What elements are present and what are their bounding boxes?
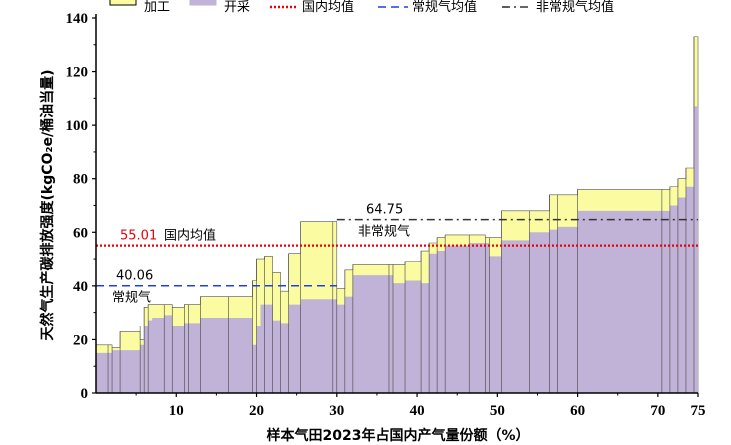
y-axis-ticks: 0 20 40 60 80 100 120 140 [66,11,96,402]
y-tick-label: 60 [73,225,88,241]
ref-text-1: 常规气 [112,290,151,306]
x-tick-label: 60 [570,403,585,419]
y-tick-label: 120 [66,65,89,81]
axes [95,14,698,394]
x-tick-label: 10 [169,403,184,419]
ref-value-1: 40.06 [116,269,153,284]
legend: 加工 开采 国内均值 常规气均值 非常规气均值 [109,0,614,15]
legend-label-national: 国内均值 [302,0,354,15]
field-dividers [107,36,695,393]
legend-label-extraction: 开采 [224,0,250,15]
y-tick-label: 80 [73,172,88,188]
y-tick-label: 40 [73,279,88,295]
legend-swatch-processing [109,0,137,6]
x-tick-label: 20 [249,403,264,419]
legend-swatch-extraction [189,0,217,6]
legend-label-processing: 加工 [144,0,170,15]
ref-value-national: 55.01 [120,229,157,244]
x-tick-label: 70 [650,403,665,419]
ref-text-national: 国内均值 [164,228,216,244]
legend-label-unconventional: 非常规气均值 [536,0,614,15]
y-tick-label: 100 [66,118,89,134]
y-tick-label: 0 [81,386,89,402]
y-tick-label: 20 [73,332,88,348]
ref-value-2: 64.75 [366,203,403,218]
y-tick-label: 140 [66,11,89,27]
x-tick-label: 40 [410,403,425,419]
series-extraction [96,106,698,394]
x-tick-label: 75 [691,403,706,419]
x-axis-title: 样本气田2023年占国内产气量份额（%） [267,427,530,444]
legend-label-conventional: 常规气均值 [412,0,477,15]
area-extraction [96,106,698,394]
x-tick-label: 50 [490,403,505,419]
y-axis-title: 天然气生产碳排放强度(kgCO₂e/桶油当量) [39,69,56,340]
x-tick-label: 30 [329,403,344,419]
x-axis-ticks: 10 20 30 40 50 60 70 75 [135,393,706,419]
ref-text-2: 非常规气 [358,224,410,240]
reference-lines: 55.01 国内均值 40.06 常规气 64.75 非常规气 [96,203,698,306]
